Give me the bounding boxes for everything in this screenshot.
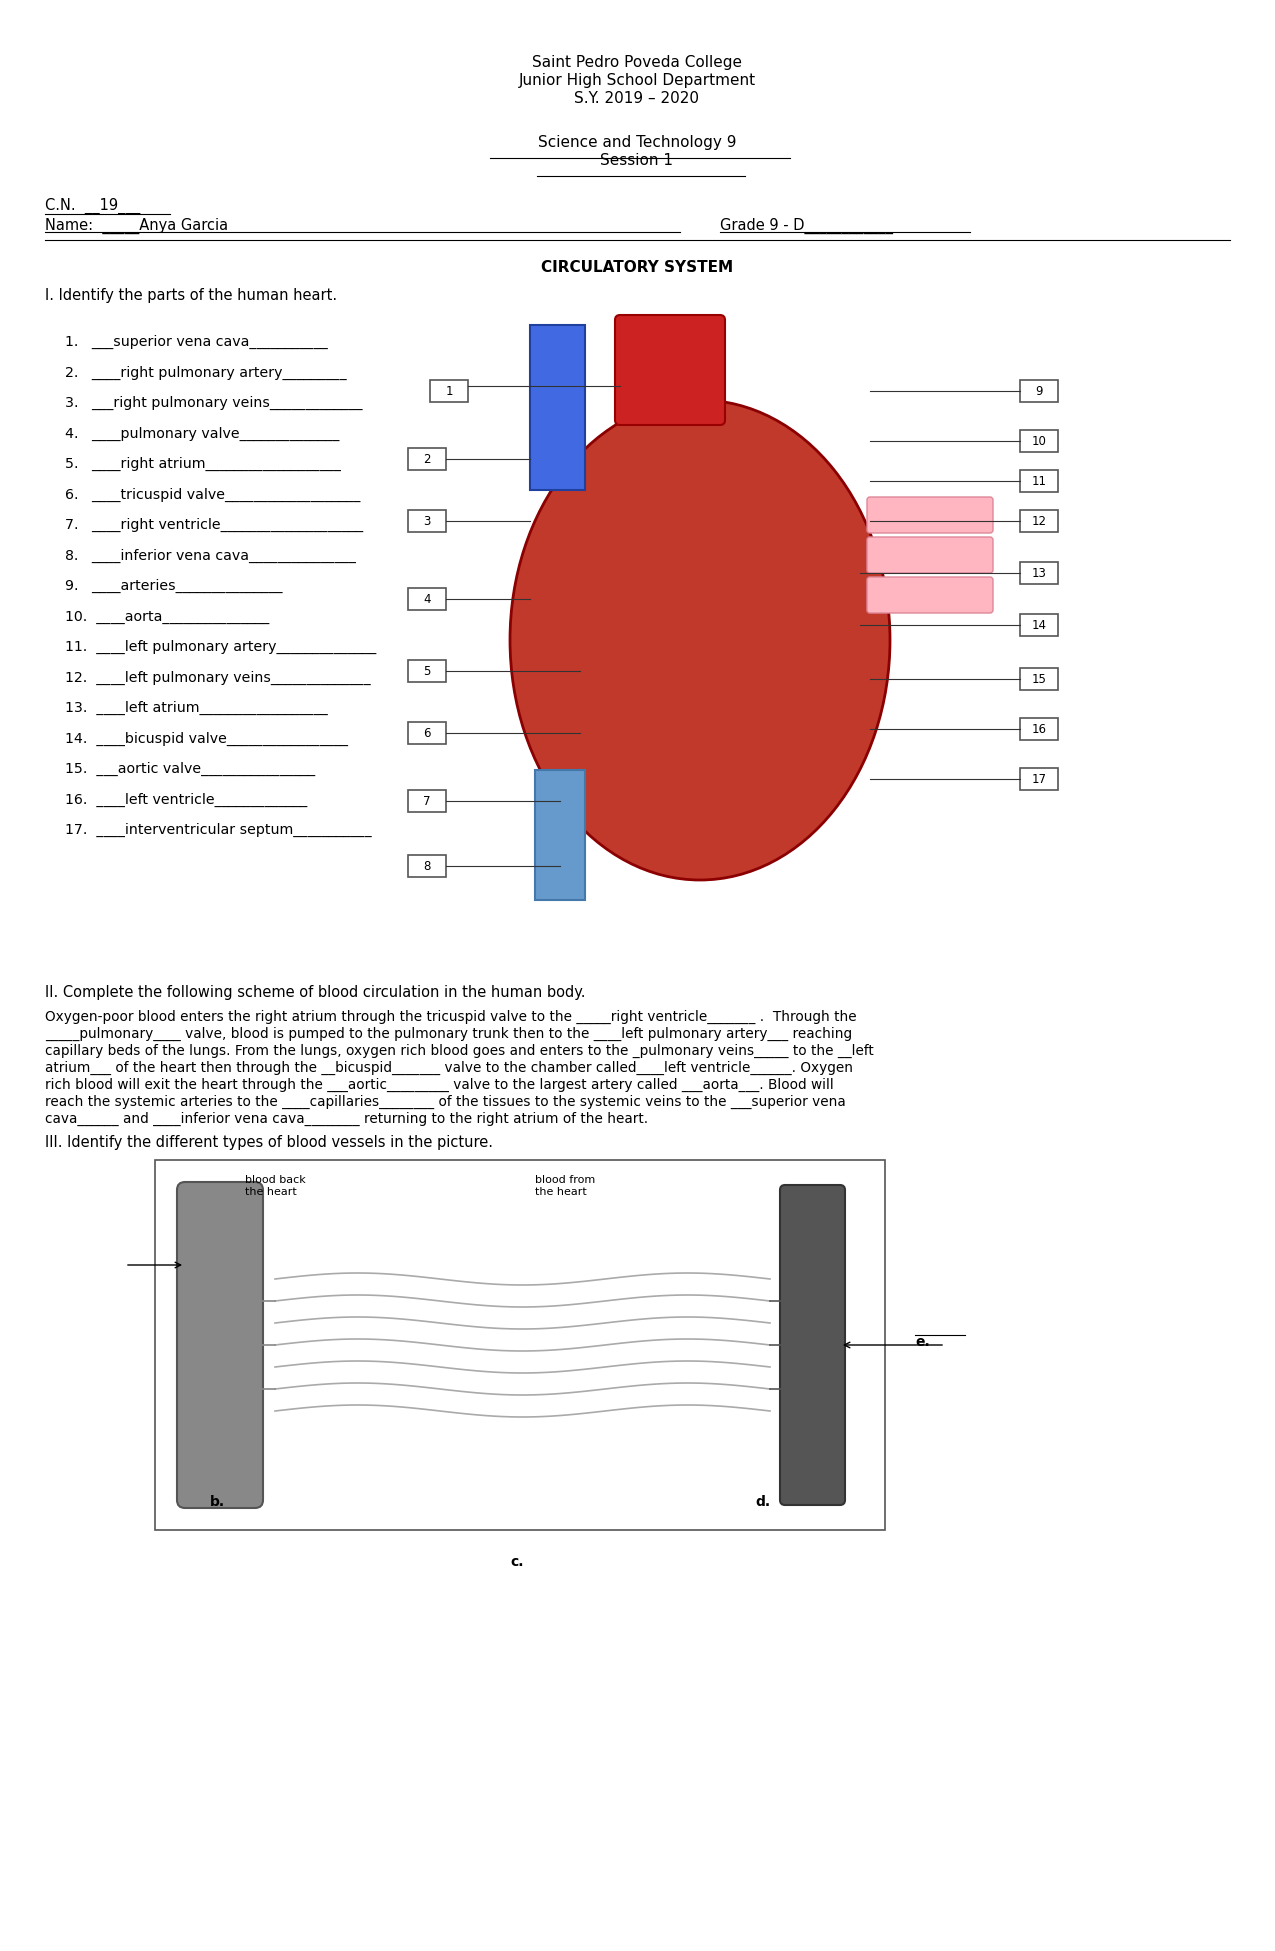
Text: 6.   ____tricuspid valve___________________: 6. ____tricuspid valve__________________… (65, 488, 361, 501)
FancyBboxPatch shape (867, 577, 993, 613)
Text: 14.  ____bicuspid valve_________________: 14. ____bicuspid valve_________________ (65, 732, 348, 745)
Text: 4: 4 (423, 593, 431, 605)
Text: I. Identify the parts of the human heart.: I. Identify the parts of the human heart… (45, 289, 337, 302)
Text: capillary beds of the lungs. From the lungs, oxygen rich blood goes and enters t: capillary beds of the lungs. From the lu… (45, 1044, 873, 1057)
Text: 12.  ____left pulmonary veins______________: 12. ____left pulmonary veins____________… (65, 671, 371, 685)
Bar (408, 790, 446, 812)
Text: 9: 9 (1035, 384, 1043, 398)
Text: 1: 1 (445, 384, 453, 398)
Text: atrium___ of the heart then through the __bicuspid_______ valve to the chamber c: atrium___ of the heart then through the … (45, 1061, 853, 1075)
Text: 2.   ____right pulmonary artery_________: 2. ____right pulmonary artery_________ (65, 365, 347, 380)
FancyBboxPatch shape (390, 326, 1010, 915)
Bar (1020, 562, 1058, 583)
Text: reach the systemic arteries to the ____capillaries________ of the tissues to the: reach the systemic arteries to the ____c… (45, 1095, 845, 1108)
Text: blood from: blood from (536, 1175, 595, 1184)
Text: rich blood will exit the heart through the ___aortic_________ valve to the large: rich blood will exit the heart through t… (45, 1079, 834, 1093)
FancyBboxPatch shape (867, 498, 993, 533)
Text: 7.   ____right ventricle____________________: 7. ____right ventricle__________________… (65, 519, 363, 533)
Text: 3.   ___right pulmonary veins_____________: 3. ___right pulmonary veins_____________ (65, 396, 362, 410)
Text: cava______ and ____inferior vena cava________ returning to the right atrium of t: cava______ and ____inferior vena cava___… (45, 1112, 648, 1126)
Text: 12: 12 (1031, 515, 1047, 527)
Text: 3: 3 (423, 515, 431, 527)
Bar (1020, 380, 1058, 402)
Text: 8: 8 (423, 860, 431, 872)
Text: 2: 2 (423, 453, 431, 466)
Text: Oxygen-poor blood enters the right atrium through the tricuspid valve to the ___: Oxygen-poor blood enters the right atriu… (45, 1011, 857, 1024)
Text: C.N.  __19___: C.N. __19___ (45, 197, 140, 215)
Bar (1020, 429, 1058, 453)
Text: 10: 10 (1031, 435, 1047, 447)
Text: b.: b. (210, 1494, 226, 1508)
Text: 7: 7 (423, 794, 431, 808)
Bar (430, 380, 468, 402)
Text: the heart: the heart (536, 1186, 586, 1198)
Text: 8.   ____inferior vena cava_______________: 8. ____inferior vena cava_______________ (65, 548, 356, 562)
FancyBboxPatch shape (177, 1182, 263, 1508)
Text: 9.   ____arteries_______________: 9. ____arteries_______________ (65, 579, 283, 593)
Text: 11: 11 (1031, 474, 1047, 488)
Text: 4.   ____pulmonary valve______________: 4. ____pulmonary valve______________ (65, 427, 339, 441)
Bar (1020, 769, 1058, 790)
Text: Saint Pedro Poveda College: Saint Pedro Poveda College (532, 55, 742, 70)
Text: e.: e. (915, 1334, 929, 1348)
Bar (408, 855, 446, 878)
Bar (408, 659, 446, 683)
Text: 13: 13 (1031, 566, 1047, 579)
Text: the heart: the heart (245, 1186, 297, 1198)
Text: c.: c. (510, 1555, 524, 1569)
Text: blood back: blood back (245, 1175, 306, 1184)
Text: 17.  ____interventricular septum___________: 17. ____interventricular septum_________… (65, 823, 371, 837)
Bar (1020, 718, 1058, 739)
Ellipse shape (510, 400, 890, 880)
Text: 17: 17 (1031, 773, 1047, 786)
Text: 5.   ____right atrium___________________: 5. ____right atrium___________________ (65, 457, 340, 470)
Bar (1020, 667, 1058, 691)
Bar (408, 449, 446, 470)
Text: _____pulmonary____ valve, blood is pumped to the pulmonary trunk then to the ___: _____pulmonary____ valve, blood is pumpe… (45, 1026, 852, 1042)
Bar (156, 1161, 885, 1530)
Text: 16: 16 (1031, 722, 1047, 736)
Text: 14: 14 (1031, 618, 1047, 632)
Text: 16.  ____left ventricle_____________: 16. ____left ventricle_____________ (65, 792, 307, 806)
Bar (408, 722, 446, 743)
FancyBboxPatch shape (780, 1184, 845, 1504)
Bar (408, 587, 446, 611)
Text: S.Y. 2019 – 2020: S.Y. 2019 – 2020 (575, 92, 700, 105)
Text: Session 1: Session 1 (601, 152, 673, 168)
Text: II. Complete the following scheme of blood circulation in the human body.: II. Complete the following scheme of blo… (45, 985, 585, 1001)
Text: 1.   ___superior vena cava___________: 1. ___superior vena cava___________ (65, 336, 328, 349)
Text: 11.  ____left pulmonary artery______________: 11. ____left pulmonary artery___________… (65, 640, 376, 654)
Bar (408, 509, 446, 533)
Text: 13.  ____left atrium__________________: 13. ____left atrium__________________ (65, 700, 328, 716)
Text: Junior High School Department: Junior High School Department (519, 72, 756, 88)
Text: 15: 15 (1031, 673, 1047, 685)
Bar (1020, 470, 1058, 492)
FancyBboxPatch shape (536, 771, 585, 899)
FancyBboxPatch shape (615, 314, 725, 425)
FancyBboxPatch shape (867, 537, 993, 574)
Text: Grade 9 - D____________: Grade 9 - D____________ (720, 219, 892, 234)
Text: d.: d. (755, 1494, 770, 1508)
Text: Name:  _____Anya Garcia: Name: _____Anya Garcia (45, 219, 228, 234)
Text: 5: 5 (423, 665, 431, 677)
Text: 6: 6 (423, 726, 431, 739)
Text: Science and Technology 9: Science and Technology 9 (538, 135, 736, 150)
FancyBboxPatch shape (530, 326, 585, 490)
Text: CIRCULATORY SYSTEM: CIRCULATORY SYSTEM (541, 259, 733, 275)
Text: 10.  ____aorta_______________: 10. ____aorta_______________ (65, 609, 269, 624)
Text: III. Identify the different types of blood vessels in the picture.: III. Identify the different types of blo… (45, 1135, 493, 1149)
Bar (1020, 615, 1058, 636)
Bar (1020, 509, 1058, 533)
Text: 15.  ___aortic valve________________: 15. ___aortic valve________________ (65, 763, 315, 776)
